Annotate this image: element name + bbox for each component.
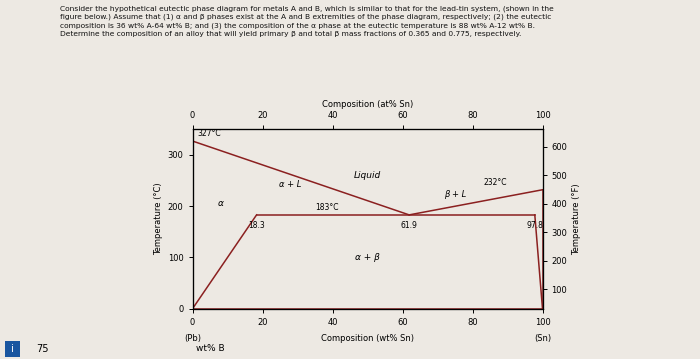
- X-axis label: Composition (at% Sn): Composition (at% Sn): [322, 100, 413, 109]
- Text: Liquid: Liquid: [354, 171, 381, 180]
- Text: 75: 75: [36, 344, 49, 354]
- Text: (Pb): (Pb): [184, 334, 201, 343]
- Text: α: α: [218, 199, 223, 208]
- Y-axis label: Temperature (°F): Temperature (°F): [572, 183, 580, 255]
- Text: wt% B: wt% B: [196, 344, 224, 353]
- Text: 327°C: 327°C: [198, 129, 221, 138]
- Text: β + L: β + L: [444, 190, 466, 199]
- Y-axis label: Temperature (°C): Temperature (°C): [155, 183, 163, 255]
- Text: 18.3: 18.3: [248, 220, 265, 229]
- Text: 61.9: 61.9: [400, 220, 418, 229]
- Text: 97.8: 97.8: [526, 220, 543, 229]
- Text: Composition (wt% Sn): Composition (wt% Sn): [321, 334, 414, 343]
- Text: Consider the hypothetical eutectic phase diagram for metals A and B, which is si: Consider the hypothetical eutectic phase…: [60, 5, 553, 37]
- Text: (Sn): (Sn): [534, 334, 551, 343]
- Text: 183°C: 183°C: [315, 203, 339, 212]
- Text: i: i: [8, 344, 18, 354]
- Text: α + β: α + β: [355, 253, 380, 262]
- Text: α + L: α + L: [279, 180, 302, 189]
- Text: 232°C: 232°C: [483, 178, 507, 187]
